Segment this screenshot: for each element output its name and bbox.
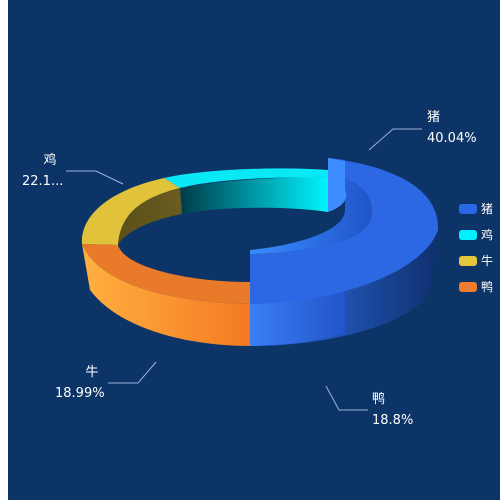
legend-swatch — [459, 282, 477, 292]
slice-duck-top — [82, 244, 250, 304]
slice-pig-inner-wall — [250, 158, 372, 254]
slice-pig-top — [250, 158, 439, 304]
leader-line-1 — [325, 385, 368, 411]
slice-labels: 猪 40.04% 鸡 22.1... 牛 18.99% 鸭 18.8% — [22, 110, 477, 428]
legend-label: 牛 — [481, 253, 493, 268]
slice-name-label: 猪 — [427, 110, 440, 125]
legend-swatch — [459, 256, 477, 266]
slice-name-label: 鸡 — [43, 152, 56, 168]
legend-item-1[interactable]: 鸡 — [459, 227, 493, 242]
slice-cow-top — [81, 178, 180, 245]
legend-label: 鸭 — [481, 280, 493, 294]
slice-chicken-inner-wall — [180, 177, 328, 214]
legend-label: 猪 — [481, 202, 493, 216]
legend-label: 鸡 — [481, 227, 493, 242]
legend-swatch — [459, 204, 477, 214]
slice-pig-side-face — [328, 158, 347, 212]
slice-value-label: 40.04% — [427, 131, 477, 146]
leader-line-0 — [368, 128, 422, 151]
slice-value-label: 22.1... — [22, 174, 63, 189]
slice-name-label: 牛 — [85, 365, 98, 380]
legend-item-2[interactable]: 牛 — [459, 253, 493, 268]
legend-item-3[interactable]: 鸭 — [459, 280, 493, 294]
leader-line-2 — [108, 361, 157, 384]
slice-duck-outer-wall — [82, 244, 250, 346]
slice-cow-inner-wall — [118, 188, 182, 245]
legend-item-0[interactable]: 猪 — [459, 202, 493, 216]
slice-chicken-top — [164, 168, 328, 188]
slice-value-label: 18.8% — [372, 413, 413, 428]
legend-swatch — [459, 230, 477, 240]
slice-value-label: 18.99% — [55, 386, 105, 401]
leader-line-3 — [66, 170, 124, 185]
donut-ring — [81, 158, 439, 346]
slice-name-label: 鸭 — [372, 392, 385, 407]
